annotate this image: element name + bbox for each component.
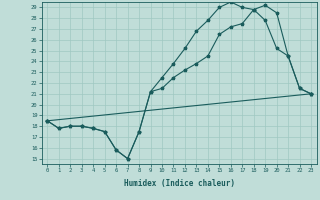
X-axis label: Humidex (Indice chaleur): Humidex (Indice chaleur) [124,179,235,188]
